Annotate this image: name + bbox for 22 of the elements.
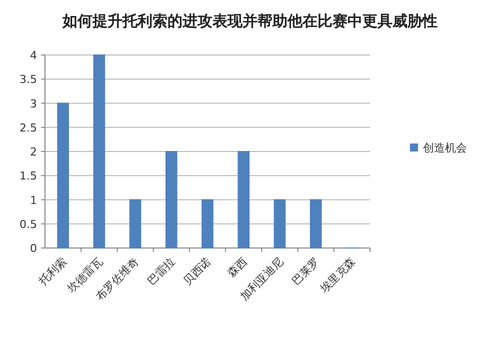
y-tick-label: 3 xyxy=(30,97,37,110)
bar xyxy=(202,199,214,248)
y-tick-label: 1 xyxy=(30,194,37,207)
y-tick-label: 0 xyxy=(30,242,37,255)
bar xyxy=(129,199,142,248)
x-tick-label: 巴雷拉 xyxy=(144,254,178,288)
bar xyxy=(310,199,322,248)
bar xyxy=(165,151,178,248)
y-tick-label: 4 xyxy=(30,49,37,62)
bar xyxy=(274,199,286,248)
bar xyxy=(93,54,106,248)
x-tick-label: 森西 xyxy=(224,254,250,280)
y-tick-label: 1.5 xyxy=(20,170,37,183)
legend-label: 创造机会 xyxy=(423,142,467,154)
x-tick-label: 贝西诺 xyxy=(181,254,214,288)
bar xyxy=(57,102,69,248)
y-tick-label: 0.5 xyxy=(20,218,37,231)
chart-title: 如何提升托利索的进攻表现并帮助他在比赛中更具威胁性 xyxy=(62,12,438,30)
y-tick-label: 3.5 xyxy=(20,73,37,86)
y-tick-label: 2.5 xyxy=(20,121,37,134)
bar xyxy=(238,151,250,248)
y-tick-label: 2 xyxy=(30,146,37,158)
